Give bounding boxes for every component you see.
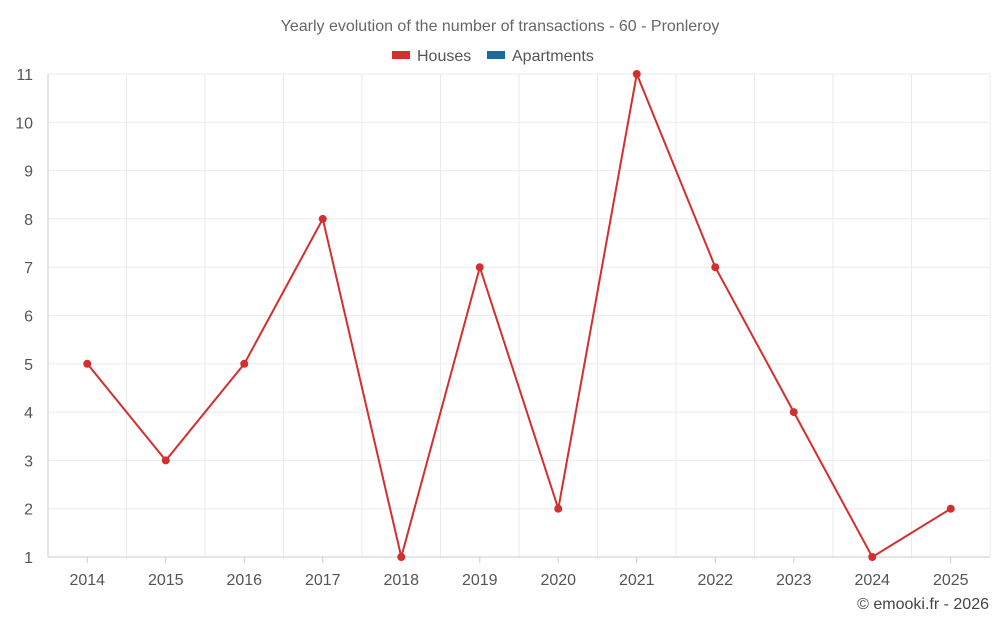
x-tick-label: 2018 (383, 572, 419, 589)
data-point-2021[interactable] (632, 70, 641, 78)
data-point-2014[interactable] (83, 359, 92, 368)
legend-swatch-houses (392, 51, 410, 59)
data-point-2023[interactable] (789, 408, 798, 417)
data-point-2022[interactable] (711, 263, 720, 272)
y-tick-label: 5 (24, 357, 33, 374)
y-tick-label: 9 (24, 164, 33, 181)
x-tick-label: 2017 (305, 572, 341, 589)
credit-text: © emooki.fr - 2026 (857, 596, 989, 613)
data-point-2025[interactable] (946, 504, 955, 513)
data-point-2020[interactable] (554, 504, 563, 513)
x-tick-label: 2025 (933, 572, 969, 589)
axes (47, 74, 990, 558)
x-tick-label: 2023 (776, 572, 812, 589)
x-axis-ticks: 2014 2015 2016 2017 2018 2019 2020 2021 2022 2023… (69, 557, 969, 589)
data-point-2018[interactable] (397, 553, 406, 561)
data-point-2016[interactable] (240, 359, 249, 368)
x-tick-label: 2016 (226, 572, 262, 589)
legend-label-houses: Houses (417, 48, 471, 65)
legend: Houses Apartments (392, 48, 594, 65)
x-tick-label: 2020 (540, 572, 576, 589)
data-point-2024[interactable] (868, 553, 877, 561)
chart-title: Yearly evolution of the number of transa… (281, 18, 720, 35)
y-tick-label: 8 (24, 212, 33, 229)
data-point-2015[interactable] (161, 456, 170, 465)
legend-label-apartments: Apartments (512, 48, 594, 65)
x-tick-label: 2022 (697, 572, 733, 589)
x-tick-label: 2021 (619, 572, 655, 589)
x-tick-label: 2024 (854, 572, 890, 589)
legend-item-apartments[interactable]: Apartments (487, 48, 594, 65)
data-point-2019[interactable] (475, 263, 484, 272)
x-tick-label: 2019 (462, 572, 498, 589)
x-tick-label: 2015 (148, 572, 184, 589)
y-axis-ticks: 1 2 3 4 5 6 7 8 9 10 11 (15, 67, 33, 567)
y-tick-label: 2 (24, 502, 33, 519)
grid (47, 73, 991, 557)
legend-item-houses[interactable]: Houses (392, 48, 471, 65)
y-tick-label: 7 (24, 260, 33, 277)
y-tick-label: 10 (15, 115, 33, 132)
data-point-2017[interactable] (318, 214, 327, 223)
y-tick-label: 6 (24, 309, 33, 326)
y-tick-label: 4 (24, 405, 33, 422)
y-tick-label: 3 (24, 453, 33, 470)
y-tick-label: 11 (16, 67, 33, 84)
series-line-houses (86, 70, 952, 559)
x-tick-label: 2014 (69, 572, 105, 589)
y-tick-label: 1 (24, 550, 33, 567)
legend-swatch-apartments (487, 51, 505, 59)
series-houses (83, 70, 955, 561)
